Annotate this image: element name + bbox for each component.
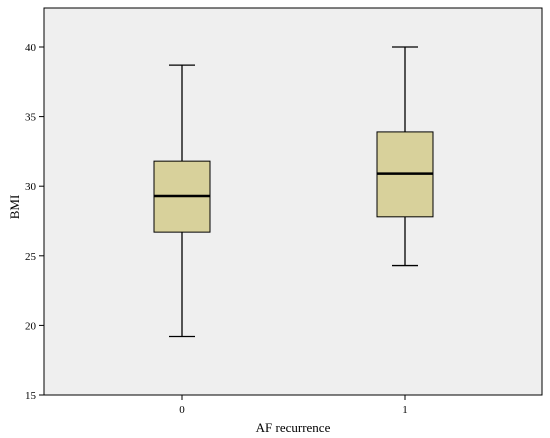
- y-tick-label: 25: [25, 251, 37, 263]
- box-1: [376, 46, 434, 267]
- y-tick-label: 40: [25, 42, 37, 54]
- plot-area: [43, 7, 543, 396]
- y-axis-title: BMI: [7, 195, 22, 220]
- y-axis: 15 20 25 30 35 40: [25, 42, 44, 402]
- y-tick-label: 20: [25, 320, 37, 332]
- x-axis-title: AF recurrence: [256, 420, 331, 435]
- y-tick-label: 35: [25, 112, 37, 124]
- boxes: [153, 46, 434, 338]
- y-tick-label: 30: [25, 181, 37, 193]
- x-tick-label: 0: [179, 404, 185, 416]
- y-tick-label: 15: [25, 390, 37, 402]
- x-tick-label: 1: [402, 404, 408, 416]
- box-0: [153, 64, 211, 338]
